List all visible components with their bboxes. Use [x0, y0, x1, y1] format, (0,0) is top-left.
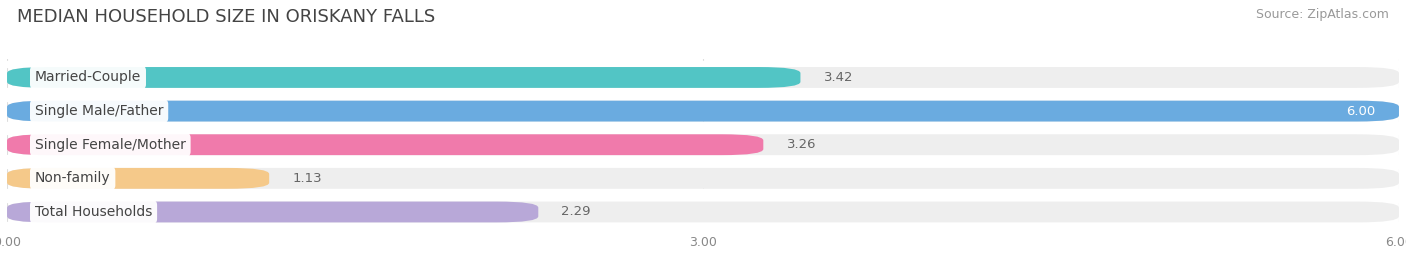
FancyBboxPatch shape — [7, 202, 538, 222]
Text: 6.00: 6.00 — [1347, 105, 1376, 118]
FancyBboxPatch shape — [7, 101, 1399, 121]
FancyBboxPatch shape — [7, 168, 1399, 189]
Text: MEDIAN HOUSEHOLD SIZE IN ORISKANY FALLS: MEDIAN HOUSEHOLD SIZE IN ORISKANY FALLS — [17, 8, 434, 26]
Text: 1.13: 1.13 — [292, 172, 322, 185]
Text: Married-Couple: Married-Couple — [35, 70, 141, 84]
Text: Single Male/Father: Single Male/Father — [35, 104, 163, 118]
Text: 2.29: 2.29 — [561, 206, 591, 218]
FancyBboxPatch shape — [7, 134, 1399, 155]
Text: Total Households: Total Households — [35, 205, 152, 219]
FancyBboxPatch shape — [7, 101, 1399, 121]
FancyBboxPatch shape — [7, 134, 763, 155]
Text: Single Female/Mother: Single Female/Mother — [35, 138, 186, 152]
FancyBboxPatch shape — [7, 202, 1399, 222]
FancyBboxPatch shape — [7, 67, 1399, 88]
Text: 3.26: 3.26 — [786, 138, 815, 151]
Text: Non-family: Non-family — [35, 171, 111, 185]
FancyBboxPatch shape — [7, 168, 269, 189]
Text: Source: ZipAtlas.com: Source: ZipAtlas.com — [1256, 8, 1389, 21]
FancyBboxPatch shape — [7, 67, 800, 88]
Text: 3.42: 3.42 — [824, 71, 853, 84]
